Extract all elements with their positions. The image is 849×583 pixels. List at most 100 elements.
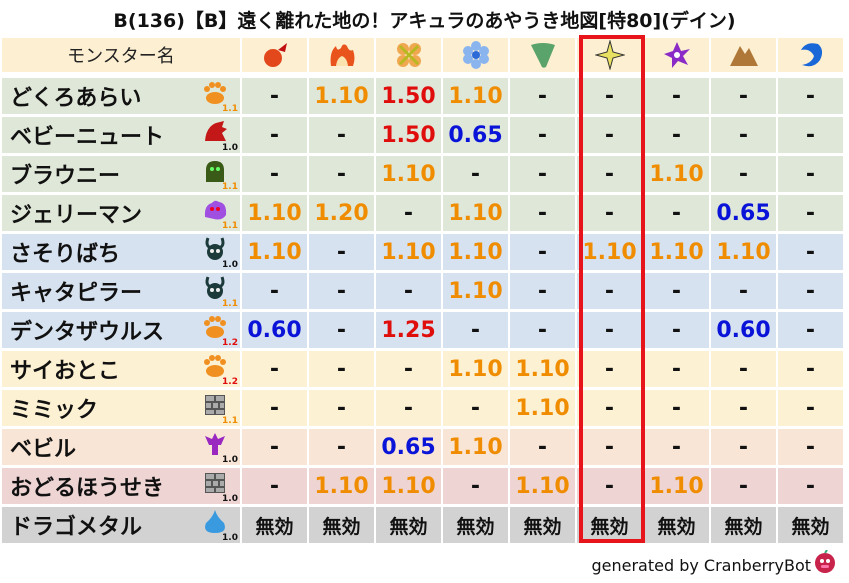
resistance-value: - [242, 117, 307, 153]
resistance-value: 1.50 [376, 117, 441, 153]
resistance-value: 1.10 [644, 156, 709, 192]
monster-level: 1.2 [222, 377, 238, 387]
resistance-value: - [376, 351, 441, 387]
resistance-value: 1.10 [510, 468, 575, 504]
monster-name-cell: さそりばち 1.0 [2, 234, 240, 270]
resistance-value: 1.10 [376, 468, 441, 504]
resistance-value: 1.10 [376, 234, 441, 270]
resistance-value: - [376, 195, 441, 231]
brick-icon [205, 473, 225, 493]
resistance-value: 無効 [711, 507, 776, 543]
demon-icon [205, 433, 225, 455]
resistance-value: - [711, 468, 776, 504]
monster-name: ベビル [10, 437, 77, 462]
resistance-value: - [711, 429, 776, 465]
resistance-value: - [242, 351, 307, 387]
resistance-value: 無効 [644, 507, 709, 543]
resistance-value: - [711, 156, 776, 192]
resistance-value: - [778, 273, 843, 309]
header-element-tornado [510, 38, 575, 72]
resistance-value: - [711, 117, 776, 153]
resistance-value: 1.20 [309, 195, 374, 231]
resistance-value: 無効 [510, 507, 575, 543]
monster-level: 1.2 [222, 338, 238, 348]
monster-name: ベビーニュート [10, 125, 165, 150]
resistance-value: - [711, 273, 776, 309]
resistance-value: 1.10 [309, 78, 374, 114]
resistance-value: 無効 [577, 507, 642, 543]
resistance-value: - [577, 390, 642, 426]
footer-credit: generated by CranberryBot [591, 556, 811, 575]
resistance-value: - [242, 273, 307, 309]
resistance-value: - [510, 78, 575, 114]
resistance-value: 無効 [443, 507, 508, 543]
paw-icon [204, 355, 226, 377]
resistance-value: 0.60 [242, 312, 307, 348]
resistance-value: 1.10 [309, 468, 374, 504]
resistance-value: - [309, 429, 374, 465]
dark-pinwheel-icon [663, 42, 690, 68]
resistance-value: - [443, 468, 508, 504]
resistance-value: - [510, 312, 575, 348]
resistance-value: 1.10 [577, 234, 642, 270]
resistance-value: - [711, 351, 776, 387]
resistance-value: - [577, 468, 642, 504]
resistance-value: 無効 [309, 507, 374, 543]
resistance-value: 1.50 [376, 78, 441, 114]
monster-level: 1.1 [222, 416, 238, 426]
monster-level: 1.1 [222, 221, 238, 231]
monster-name: おどるほうせき [10, 476, 165, 501]
header-monster-name: モンスター名 [2, 38, 240, 72]
resistance-value: - [242, 468, 307, 504]
resistance-value: - [778, 351, 843, 387]
resistance-value: - [644, 273, 709, 309]
monster-level: 1.0 [222, 143, 238, 153]
monster-name-cell: ミミック 1.1 [2, 390, 240, 426]
resistance-value: - [778, 78, 843, 114]
resistance-value: - [577, 351, 642, 387]
resistance-value: - [510, 273, 575, 309]
resistance-value: - [510, 156, 575, 192]
monster-level: 1.0 [222, 533, 238, 543]
water-wave-icon [800, 43, 822, 67]
monster-name-cell: サイおとこ 1.2 [2, 351, 240, 387]
resistance-value: - [510, 195, 575, 231]
resistance-value: - [309, 273, 374, 309]
resistance-value: - [443, 156, 508, 192]
resistance-value: 1.10 [443, 234, 508, 270]
header-element-light-star [577, 38, 642, 72]
resistance-value: 1.10 [443, 351, 508, 387]
insect-icon [205, 237, 225, 260]
resistance-value: 1.10 [376, 156, 441, 192]
resistance-value: - [376, 390, 441, 426]
light-star-icon [594, 40, 625, 70]
fire-orb-icon [263, 43, 287, 67]
resistance-value: - [242, 156, 307, 192]
resistance-value: - [309, 312, 374, 348]
resistance-value: - [510, 117, 575, 153]
monster-level: 1.1 [222, 182, 238, 192]
monster-name-cell: どくろあらい 1.1 [2, 78, 240, 114]
resistance-value: - [242, 429, 307, 465]
ice-flower-icon [462, 41, 489, 69]
resistance-value: 1.25 [376, 312, 441, 348]
monster-name: ブラウニー [10, 164, 121, 189]
resistance-value: - [242, 390, 307, 426]
resistance-value: 0.60 [711, 312, 776, 348]
resistance-value: - [711, 390, 776, 426]
resistance-value: - [778, 117, 843, 153]
resistance-value: - [644, 390, 709, 426]
monster-level: 1.1 [222, 104, 238, 114]
resistance-value: - [577, 273, 642, 309]
resistance-value: - [577, 429, 642, 465]
tornado-icon [530, 43, 555, 68]
resistance-value: - [644, 117, 709, 153]
resistance-value: - [711, 78, 776, 114]
monster-name-cell: ジェリーマン 1.1 [2, 195, 240, 231]
monster-name: どくろあらい [10, 86, 142, 111]
resistance-value: 1.10 [510, 390, 575, 426]
resistance-value: - [443, 312, 508, 348]
resistance-value: - [778, 429, 843, 465]
monster-name-cell: ブラウニー 1.1 [2, 156, 240, 192]
resistance-value: - [644, 351, 709, 387]
